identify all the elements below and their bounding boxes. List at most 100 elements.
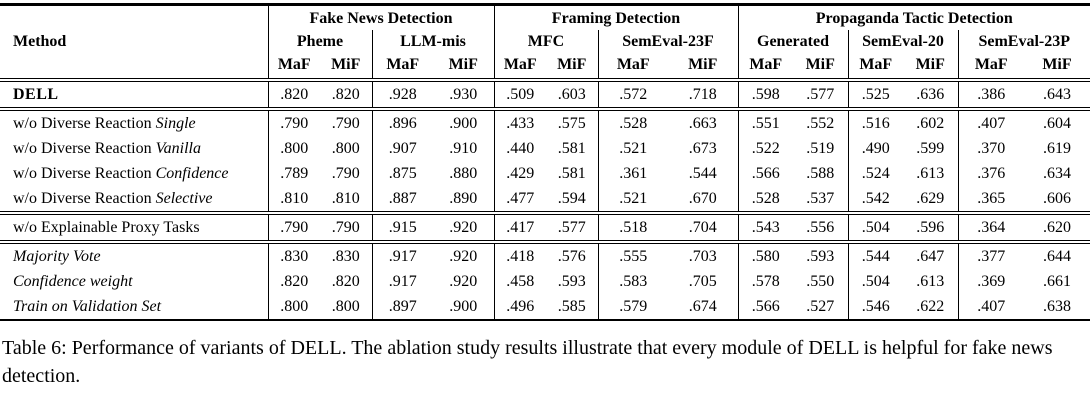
value-cell: .386 (957, 81, 1024, 108)
value-cell: .576 (557, 247, 586, 265)
table-row: w/o Diverse Reaction Selective .810.810.8… (0, 186, 1090, 212)
method-column-header: Method (13, 33, 67, 51)
value-cell: .602 (916, 114, 945, 132)
value-cell: .789 (267, 161, 320, 186)
value-cell: .810 (267, 186, 320, 212)
method-cell: DELL (0, 82, 268, 108)
value-cell: .521 (597, 186, 668, 212)
value-cell: .566 (737, 294, 793, 320)
value-cell: .583 (597, 269, 668, 294)
value-cell: .896 (371, 110, 433, 136)
value-cell: .543 (737, 214, 793, 241)
value-cell: .429 (493, 161, 546, 186)
value-cell: .907 (371, 136, 433, 161)
value-cell: .519 (806, 139, 835, 157)
group-header-fake-news: Fake News Detection (267, 6, 494, 30)
method-label: w/o Explainable Proxy Tasks (13, 218, 200, 236)
value-cell: .598 (737, 81, 793, 108)
value-cell: .880 (449, 164, 478, 182)
value-cell: .365 (957, 186, 1024, 212)
value-cell: .594 (557, 189, 586, 207)
metric-header-mif: MiF (448, 55, 478, 73)
value-cell: .527 (806, 297, 835, 315)
value-cell: .376 (957, 161, 1024, 186)
metric-header-mif: MiF (557, 55, 587, 73)
value-cell: .458 (493, 269, 546, 294)
value-cell: .407 (957, 294, 1024, 320)
value-cell: .810 (331, 189, 360, 207)
value-cell: .440 (493, 136, 546, 161)
method-label: w/o Diverse Reaction (13, 139, 156, 157)
value-cell: .663 (688, 114, 717, 132)
table-row: w/o Diverse Reaction Single .790.790.896.… (0, 110, 1090, 136)
header-bottom-rule (0, 78, 1090, 82)
value-cell: .604 (1043, 114, 1071, 132)
value-cell: .593 (806, 247, 835, 265)
table-row: DELL .820 .820 .928 .930 .509 .603 .572 .718 .598… (0, 81, 1090, 108)
value-cell: .830 (267, 243, 320, 269)
metric-header-maf: MaF (737, 53, 793, 79)
value-cell: .477 (493, 186, 546, 212)
value-cell: .537 (806, 189, 835, 207)
value-cell: .875 (371, 161, 433, 186)
dataset-header-semeval-20: SemEval-20 (847, 30, 958, 53)
value-cell: .580 (737, 243, 793, 269)
value-cell: .572 (597, 81, 668, 108)
group-header-row: Method Fake News Detection Framing Detec… (0, 6, 1090, 50)
value-cell: .634 (1043, 164, 1071, 182)
value-cell: .830 (331, 247, 360, 265)
metric-header-maf: MaF (493, 53, 546, 79)
method-cell: w/o Diverse Reaction Selective (0, 186, 268, 212)
group-header-propaganda: Propaganda Tactic Detection (737, 6, 1090, 30)
metric-header-maf: MaF (597, 53, 668, 79)
method-label-italic: Majority Vote (13, 247, 101, 265)
section-divider-rule (0, 211, 1090, 215)
dataset-header-semeval-23p: SemEval-23P (957, 30, 1090, 53)
metric-header-maf: MaF (267, 53, 320, 79)
table-header: Method Fake News Detection Framing Detec… (0, 3, 1090, 82)
value-cell: .370 (957, 136, 1024, 161)
table-caption: Table 6: Performance of variants of DELL… (2, 337, 1053, 388)
value-cell: .644 (1043, 247, 1071, 265)
method-label-italic: Confidence (155, 164, 229, 182)
method-label: DELL (13, 85, 59, 103)
value-cell: .361 (597, 161, 668, 186)
value-cell: .504 (847, 269, 903, 294)
table-row: w/o Explainable Proxy Tasks .790 .790 .915.… (0, 214, 1090, 241)
value-cell: .820 (331, 85, 360, 103)
value-cell: .661 (1043, 272, 1071, 290)
value-cell: .551 (737, 110, 793, 136)
value-cell: .613 (916, 164, 945, 182)
value-cell: .579 (597, 294, 668, 320)
value-cell: .917 (371, 243, 433, 269)
value-cell: .418 (493, 243, 546, 269)
section-divider-rule (0, 240, 1090, 244)
value-cell: .550 (806, 272, 835, 290)
value-cell: .496 (493, 294, 546, 320)
value-cell: .588 (806, 164, 835, 182)
value-cell: .525 (847, 81, 903, 108)
value-cell: .790 (331, 218, 360, 236)
value-cell: .521 (597, 136, 668, 161)
value-cell: .407 (957, 110, 1024, 136)
value-cell: .556 (806, 218, 835, 236)
value-cell: .900 (449, 297, 478, 315)
value-cell: .928 (371, 81, 433, 108)
value-cell: .528 (597, 110, 668, 136)
metric-header-maf: MaF (957, 53, 1024, 79)
table-row: w/o Diverse Reaction Vanilla .800.800.907… (0, 136, 1090, 161)
value-cell: .910 (449, 139, 478, 157)
value-cell: .369 (957, 269, 1024, 294)
metric-header-mif: MiF (915, 55, 945, 73)
method-label-italic: Train on Validation Set (13, 297, 162, 315)
value-cell: .542 (847, 186, 903, 212)
method-label-italic: Single (155, 114, 196, 132)
table-top-rule (0, 3, 1090, 7)
value-cell: .575 (557, 114, 586, 132)
group-header-framing: Framing Detection (493, 6, 738, 30)
method-cell: Confidence weight (0, 269, 268, 294)
value-cell: .930 (449, 85, 478, 103)
value-cell: .544 (847, 243, 903, 269)
metric-header-mif: MiF (805, 55, 835, 73)
dataset-header-generated: Generated (737, 30, 848, 53)
